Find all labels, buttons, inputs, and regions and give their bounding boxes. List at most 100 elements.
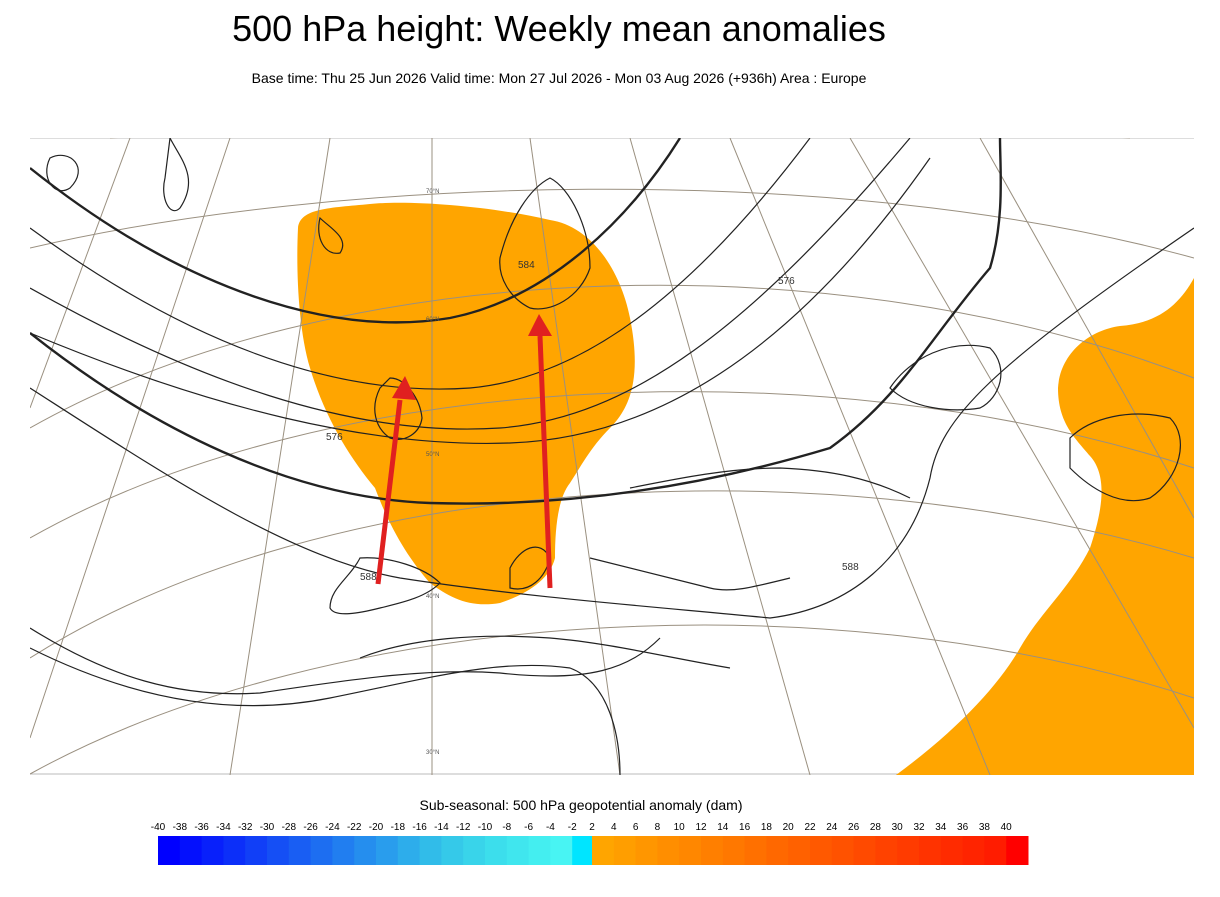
legend-tick-label: -24 xyxy=(325,822,340,833)
positive-anomaly-swatch xyxy=(679,836,702,865)
negative-anomaly-swatch xyxy=(572,836,595,865)
color-legend: -40 -38 -36 -34 -32 -30 -28 -26 -24 -22 -20 -18 -16-… xyxy=(0,818,1220,878)
negative-anomaly-swatch xyxy=(506,836,530,865)
negative-anomaly-swatch xyxy=(310,836,333,865)
anomaly-region-west-europe xyxy=(297,202,635,605)
negative-anomaly-swatch xyxy=(245,836,268,865)
latitude-label: 40°N xyxy=(426,594,439,600)
positive-anomaly-swatch xyxy=(635,836,658,865)
arrow-head-icon xyxy=(528,314,552,336)
legend-tick-label: -38 xyxy=(173,822,188,833)
legend-tick-label: -16 xyxy=(412,822,427,833)
positive-anomaly-swatch xyxy=(722,836,746,865)
positive-anomaly-swatch xyxy=(940,836,964,865)
legend-tick-label: -6 xyxy=(524,822,533,833)
positive-anomaly-swatch xyxy=(962,836,985,865)
arrow-italy-to-scandinavia xyxy=(537,335,553,589)
legend-tick-label: 18 xyxy=(761,822,773,833)
positive-anomaly-swatch xyxy=(788,836,811,865)
positive-anomaly-swatch xyxy=(613,836,637,865)
negative-anomaly-swatch xyxy=(441,836,464,865)
arrow-spain-to-britain xyxy=(375,399,403,585)
legend-tick-label: -34 xyxy=(216,822,231,833)
positive-anomaly-swatch xyxy=(831,836,855,865)
legend-tick-label: 10 xyxy=(674,822,686,833)
legend-tick-label: 12 xyxy=(695,822,707,833)
legend-tick-label: -12 xyxy=(456,822,471,833)
legend-tick-label: 32 xyxy=(913,822,925,833)
legend-tick-label: 24 xyxy=(826,822,838,833)
legend-tick-label: -26 xyxy=(303,822,318,833)
negative-anomaly-swatch xyxy=(354,836,377,865)
legend-tick-label: -30 xyxy=(260,822,275,833)
positive-anomaly-swatch xyxy=(1006,836,1029,865)
legend-tick-label: 14 xyxy=(717,822,729,833)
map-panel: 576 576 584 588 588 70°N 60°N 50°N 40°N … xyxy=(30,138,1194,775)
negative-anomaly-swatch xyxy=(267,836,290,865)
negative-anomaly-swatch xyxy=(201,836,224,865)
positive-anomaly-swatch xyxy=(853,836,876,865)
legend-tick-label: -4 xyxy=(546,822,555,833)
legend-tick-label: 26 xyxy=(848,822,860,833)
negative-anomaly-swatch xyxy=(485,836,508,865)
europe-map: 576 576 584 588 588 70°N 60°N 50°N 40°N … xyxy=(30,138,1194,775)
chart-title: 500 hPa height: Weekly mean anomalies xyxy=(232,8,886,49)
contour-label: 588 xyxy=(842,562,859,573)
positive-anomaly-swatch xyxy=(744,836,767,865)
latitude-label: 70°N xyxy=(426,189,439,195)
negative-anomaly-swatch xyxy=(419,836,442,865)
legend-tick-label: -18 xyxy=(391,822,406,833)
legend-tick-label: 16 xyxy=(739,822,751,833)
graticule xyxy=(30,138,1194,775)
positive-anomaly-swatch xyxy=(875,836,898,865)
legend-tick-label: 22 xyxy=(804,822,816,833)
arrow-head-icon xyxy=(392,376,416,400)
coastlines xyxy=(46,138,1181,669)
positive-anomaly-swatch xyxy=(897,836,920,865)
legend-tick-label: -8 xyxy=(502,822,511,833)
negative-anomaly-swatch xyxy=(528,836,551,865)
legend-tick-label: 40 xyxy=(1001,822,1013,833)
positive-anomaly-swatch xyxy=(984,836,1007,865)
legend-tick-label: 28 xyxy=(870,822,882,833)
negative-anomaly-swatch xyxy=(332,836,355,865)
legend-tick-label: 4 xyxy=(611,822,617,833)
positive-anomaly-swatch xyxy=(701,836,724,865)
contour-label: 576 xyxy=(778,276,795,287)
contour-label: 584 xyxy=(518,260,535,271)
negative-anomaly-swatch xyxy=(179,836,203,865)
legend-tick-label: 20 xyxy=(783,822,795,833)
negative-anomaly-swatch xyxy=(376,836,399,865)
anomaly-region-east xyxy=(896,278,1194,775)
chart-subtitle: Base time: Thu 25 Jun 2026 Valid time: M… xyxy=(251,70,867,86)
legend-tick-label: 34 xyxy=(935,822,947,833)
positive-anomaly-swatch xyxy=(592,836,615,865)
negative-anomaly-swatch xyxy=(223,836,246,865)
legend-tick-label: -22 xyxy=(347,822,362,833)
legend-scale: -40 -38 -36 -34 -32 -30 -28 -26 -24 -22 -20 -18 -16-… xyxy=(151,822,1029,865)
legend-tick-label: 30 xyxy=(892,822,904,833)
positive-anomaly-swatch xyxy=(810,836,833,865)
legend-tick-label: 8 xyxy=(655,822,661,833)
positive-anomaly-swatch xyxy=(919,836,942,865)
legend-tick-label: -20 xyxy=(369,822,384,833)
legend-tick-label: -32 xyxy=(238,822,253,833)
legend-tick-label: 38 xyxy=(979,822,991,833)
legend-title: Sub-seasonal: 500 hPa geopotential anoma… xyxy=(419,797,743,813)
legend-tick-label: -36 xyxy=(194,822,209,833)
legend-tick-label: 2 xyxy=(589,822,595,833)
annotation-arrows xyxy=(375,314,553,589)
negative-anomaly-swatch xyxy=(158,836,181,865)
contour-label: 576 xyxy=(326,432,343,443)
legend-tick-label: -14 xyxy=(434,822,449,833)
negative-anomaly-swatch xyxy=(288,836,312,865)
legend-tick-label: 6 xyxy=(633,822,639,833)
negative-anomaly-swatch xyxy=(550,836,573,865)
legend-tick-label: -40 xyxy=(151,822,166,833)
legend-tick-label: -2 xyxy=(568,822,577,833)
latitude-label: 50°N xyxy=(426,452,439,458)
legend-tick-label: -10 xyxy=(478,822,493,833)
legend-tick-label: 36 xyxy=(957,822,969,833)
positive-anomaly-swatch xyxy=(657,836,680,865)
latitude-label: 60°N xyxy=(426,317,439,323)
